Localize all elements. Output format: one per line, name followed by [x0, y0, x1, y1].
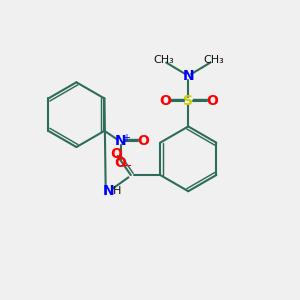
Text: O: O	[137, 134, 149, 148]
Text: O: O	[115, 156, 127, 170]
Text: N: N	[115, 134, 126, 148]
Text: H: H	[113, 186, 121, 196]
Text: O: O	[206, 94, 218, 108]
Text: CH₃: CH₃	[203, 55, 224, 65]
Text: O: O	[110, 146, 122, 161]
Text: O: O	[159, 94, 171, 108]
Text: N: N	[103, 184, 115, 198]
Text: −: −	[122, 160, 132, 173]
Text: +: +	[122, 133, 130, 142]
Text: CH₃: CH₃	[153, 55, 174, 65]
Text: N: N	[182, 69, 194, 83]
Text: S: S	[183, 94, 193, 108]
